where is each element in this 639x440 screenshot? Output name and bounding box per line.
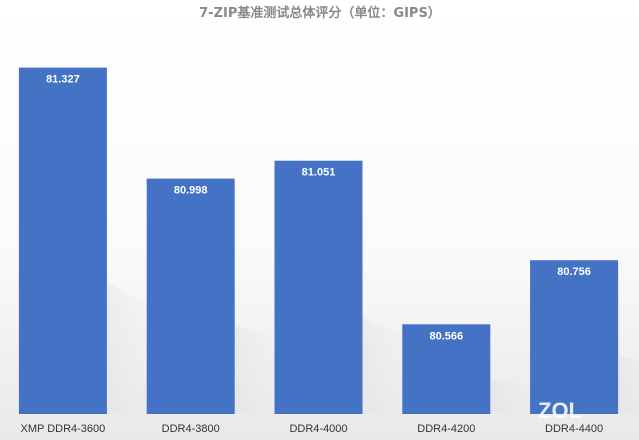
data-label: 80.998: [174, 185, 208, 197]
bar: [18, 67, 107, 414]
x-tick-label: DDR4-3800: [162, 423, 220, 435]
bar: [402, 324, 491, 414]
bar: [146, 178, 235, 414]
data-label: 80.756: [557, 266, 591, 278]
bars: [18, 67, 619, 414]
data-label: 80.566: [429, 330, 463, 342]
bar: [274, 160, 363, 414]
zol-watermark-logo: ZOL: [538, 398, 582, 423]
data-label: 81.051: [302, 167, 336, 179]
x-axis-tick-labels: XMP DDR4-3600 DDR4-3800 DDR4-4000 DDR4-4200…: [21, 423, 604, 435]
chart-title: 7-ZIP基准测试总体评分（单位：GIPS）: [199, 5, 441, 21]
data-label: 81.327: [46, 74, 80, 86]
x-tick-label: XMP DDR4-3600: [21, 423, 106, 435]
bar: [530, 260, 619, 414]
x-tick-label: DDR4-4400: [545, 423, 603, 435]
x-tick-label: DDR4-4200: [417, 423, 475, 435]
x-tick-label: DDR4-4000: [289, 423, 347, 435]
data-labels: 81.327 80.998 81.051 80.566 80.756: [46, 74, 591, 343]
